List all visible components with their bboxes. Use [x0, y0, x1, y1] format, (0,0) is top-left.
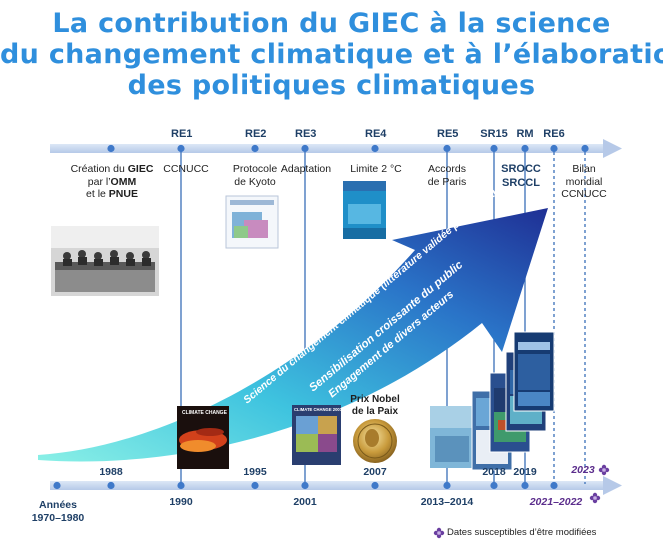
ar4-report-cover	[343, 181, 386, 239]
bottom-timeline	[50, 476, 622, 495]
top-timeline	[50, 139, 622, 158]
limit-2c-label: Limite 2 °C	[350, 163, 402, 175]
cover-2001-title: CLIMATE CHANGE 2001	[294, 407, 343, 412]
tar-2001-cover: CLIMATE CHANGE 2001	[292, 405, 343, 465]
report-label-re2: RE2	[245, 128, 267, 140]
historic-photo	[51, 226, 159, 296]
report-label-sr15: SR15	[480, 128, 508, 140]
year-2001: 2001	[293, 496, 317, 508]
year-2018: 2018	[482, 466, 506, 478]
year-1988: 1988	[99, 466, 123, 478]
nobel-peace-prize-label: Prix Nobel de la Paix	[350, 394, 400, 417]
kyoto-protocol-label: Protocole de Kyoto	[232, 163, 278, 188]
title-line-3: des politiques climatiques	[127, 70, 536, 101]
report-label-re5: RE5	[437, 128, 459, 140]
years-1970-1980: Années 1970–1980	[31, 499, 85, 524]
dashed-guide-lines	[553, 152, 586, 484]
top-dots	[107, 144, 589, 153]
footnote-dates-may-change: Dates susceptibles d’être modifiées	[447, 527, 597, 538]
year-2007: 2007	[363, 466, 387, 478]
year-2019: 2019	[513, 466, 537, 478]
modifiable-date-markers	[433, 464, 610, 539]
flower-icon-2021	[589, 492, 601, 504]
nobel-medal	[353, 419, 397, 463]
special-report-covers	[471, 331, 555, 471]
title-line-1: La contribution du GIEC à la science	[52, 8, 611, 39]
far-1990-cover: CLIMATE CHANGE	[177, 406, 229, 469]
year-2023: 2023	[571, 464, 595, 476]
report-label-rm: RM	[516, 128, 534, 140]
report-label-re6: RE6	[543, 128, 565, 140]
flower-icon-2023	[598, 464, 610, 476]
year-2021-2022: 2021–2022	[529, 496, 583, 508]
year-1995: 1995	[243, 466, 267, 478]
title-line-2: du changement climatique et à l’élaborat…	[0, 39, 663, 70]
ccnucc-label: CCNUCC	[163, 163, 209, 175]
creation-giec-label: Création du GIEC par l’OMM et le PNUE	[70, 163, 154, 200]
page-title: La contribution du GIEC à la science du …	[0, 8, 663, 101]
year-2013-2014: 2013–2014	[420, 496, 474, 508]
report-label-re4: RE4	[365, 128, 387, 140]
kyoto-document-cover	[225, 195, 279, 249]
paris-agreement-label: Accords de Paris	[427, 163, 467, 188]
cover-1990-title: CLIMATE CHANGE	[182, 410, 228, 416]
flower-icon-note	[433, 527, 445, 539]
global-stocktake-label: Bilan mondial CCNUCC	[561, 163, 607, 200]
year-1990: 1990	[169, 496, 193, 508]
growth-arrow	[38, 208, 548, 462]
report-label-re1: RE1	[171, 128, 193, 140]
bottom-dots	[53, 481, 558, 490]
adaptation-label: Adaptation	[280, 163, 332, 175]
ar5-report-cover	[430, 406, 474, 468]
srocc-srccl-label: SROCC SRCCL	[501, 163, 541, 189]
report-label-re3: RE3	[295, 128, 317, 140]
